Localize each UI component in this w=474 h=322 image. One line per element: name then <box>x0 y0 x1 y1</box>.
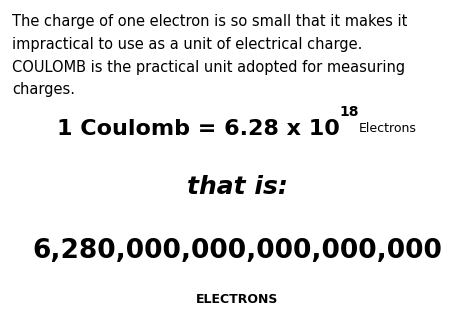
Text: 1 Coulomb = 6.28 x 10: 1 Coulomb = 6.28 x 10 <box>57 119 340 139</box>
Text: 18: 18 <box>340 105 359 119</box>
Text: 6,280,000,000,000,000,000: 6,280,000,000,000,000,000 <box>32 238 442 264</box>
Text: Electrons: Electrons <box>359 122 417 135</box>
Text: The charge of one electron is so small that it makes it: The charge of one electron is so small t… <box>12 14 407 30</box>
Text: that is:: that is: <box>187 175 287 199</box>
Text: impractical to use as a unit of electrical charge.: impractical to use as a unit of electric… <box>12 37 362 52</box>
Text: COULOMB is the practical unit adopted for measuring: COULOMB is the practical unit adopted fo… <box>12 60 405 75</box>
Text: ELECTRONS: ELECTRONS <box>196 293 278 306</box>
Text: charges.: charges. <box>12 82 75 97</box>
